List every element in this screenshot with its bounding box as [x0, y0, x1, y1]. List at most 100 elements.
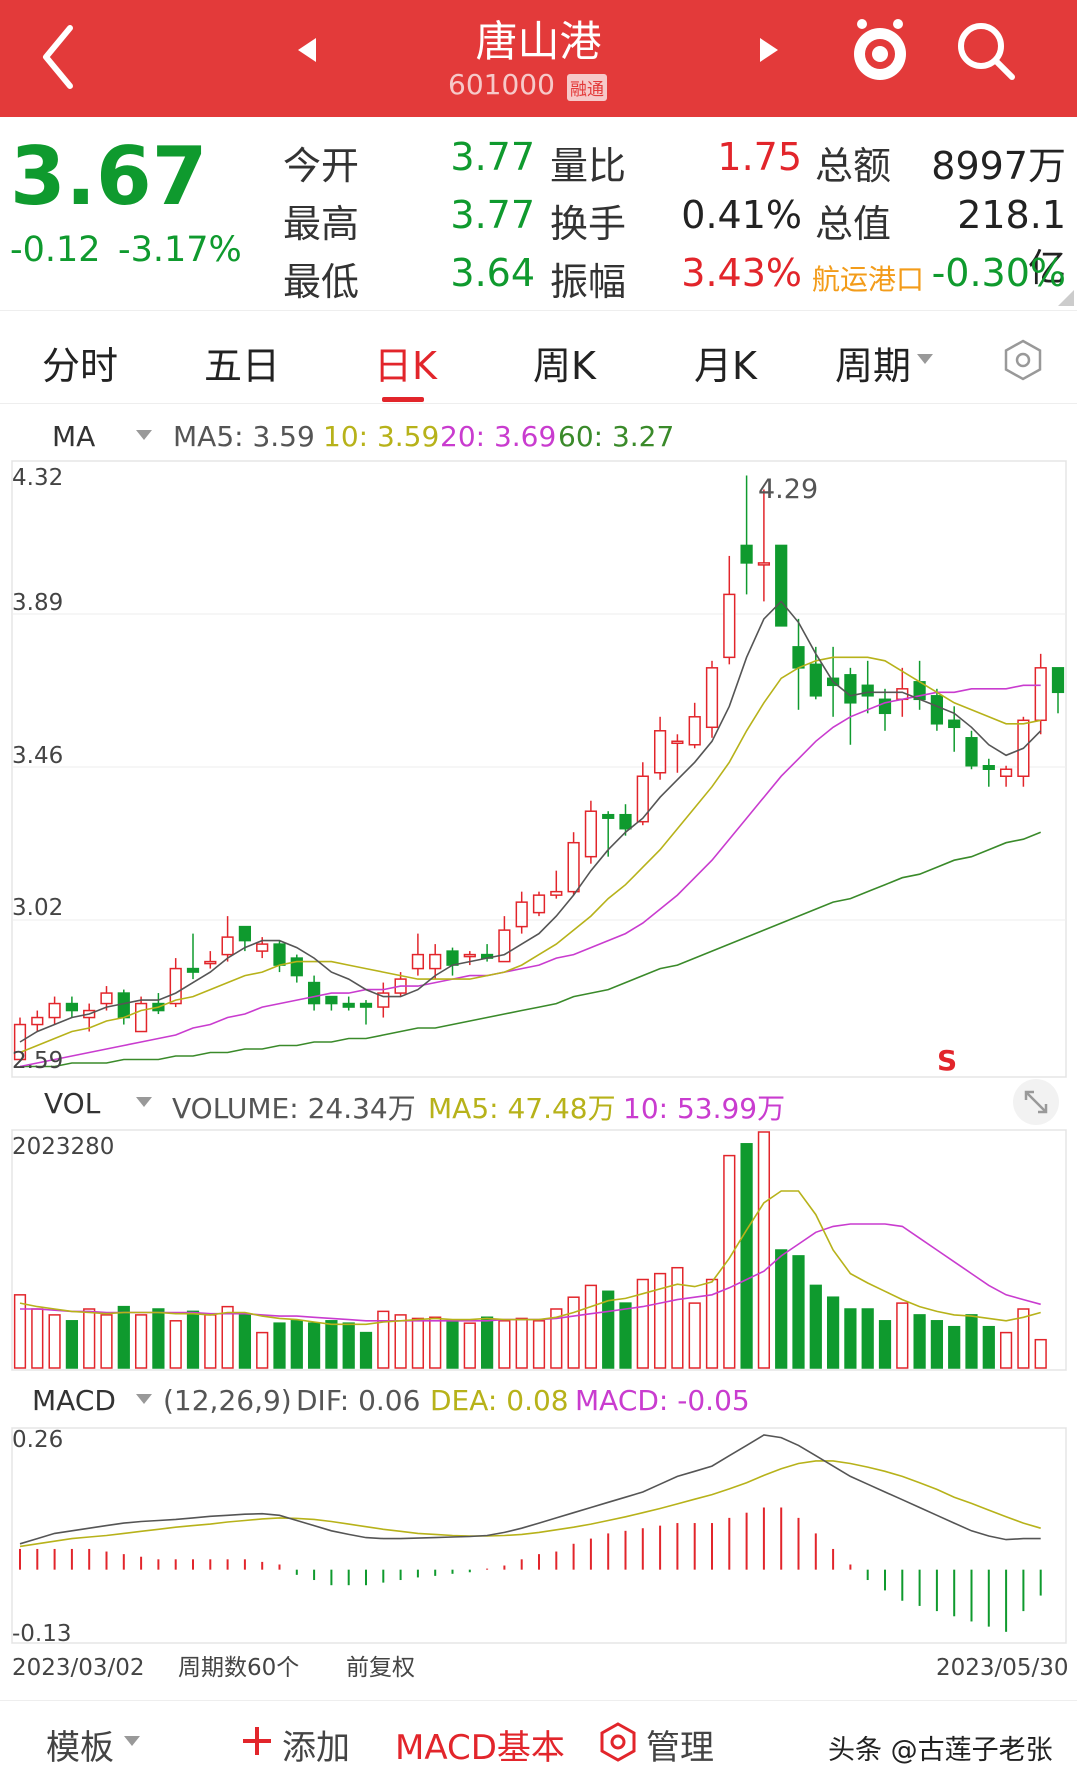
date-start-label: 2023/03/02 — [12, 1655, 145, 1681]
volume-bar — [550, 1308, 563, 1369]
candle-body — [550, 890, 563, 896]
stock-name: 唐山港 — [475, 17, 602, 66]
divider — [0, 403, 1077, 404]
stat-label-market-cap: 总值 — [815, 202, 892, 246]
candle-body — [999, 768, 1013, 777]
stock-code: 601000 — [448, 68, 555, 101]
manage-icon[interactable] — [598, 1722, 638, 1762]
watermark: 头条 @古莲子老张 — [828, 1735, 1053, 1766]
volume-bar — [653, 1272, 667, 1369]
volume-bar — [273, 1322, 286, 1369]
vol-indicator-name[interactable]: VOL — [44, 1087, 101, 1120]
period-dropdown-icon[interactable] — [915, 352, 935, 366]
macd-panel — [11, 1427, 1067, 1644]
candle-body — [809, 663, 822, 697]
volume-bar — [792, 1255, 805, 1369]
candle-body — [498, 929, 511, 963]
settings-hexagon-icon[interactable] — [1001, 338, 1045, 382]
expand-icon[interactable] — [1012, 1078, 1060, 1126]
volume-bar — [896, 1302, 909, 1369]
candle-body — [653, 730, 667, 774]
volume-bar — [65, 1320, 79, 1369]
ma-indicator-name[interactable]: MA — [52, 420, 96, 453]
volume-max-label: 2023280 — [12, 1134, 114, 1160]
ma5-value: MA5: 3.59 — [173, 420, 315, 453]
tab-weekly-k[interactable]: 周K — [533, 344, 596, 388]
kline-chart[interactable]: 4.32 3.89 3.46 3.02 2.59 4.29 S 2023280 … — [0, 455, 1077, 1695]
high-price-label: 4.29 — [758, 474, 818, 505]
kline-panel — [11, 460, 1067, 1078]
candle-body — [31, 1016, 44, 1026]
candle-body — [705, 667, 719, 729]
vol-dropdown-icon[interactable] — [134, 1095, 154, 1109]
candle-body — [861, 684, 874, 697]
tab-period[interactable]: 周期 — [835, 344, 912, 388]
candle-body — [671, 740, 684, 745]
ma10-value: 10: 3.59 — [323, 420, 440, 453]
sector-link[interactable]: 航运港口 — [812, 263, 925, 296]
macd-basic-button[interactable]: MACD基本 — [395, 1728, 565, 1768]
volume-ma10-line — [20, 1223, 1041, 1322]
macd-indicator-name[interactable]: MACD — [32, 1384, 116, 1417]
template-button[interactable]: 模板 — [46, 1728, 114, 1768]
volume-bar — [878, 1320, 892, 1369]
ma20-value: 20: 3.69 — [440, 420, 557, 453]
candle-body — [307, 981, 321, 1005]
volume-bar — [204, 1314, 217, 1369]
candle-body — [740, 544, 753, 564]
macd-max-label: 0.26 — [12, 1427, 63, 1453]
volume-bar — [100, 1314, 113, 1369]
prev-stock-icon[interactable] — [296, 36, 318, 64]
volume-bar — [31, 1308, 44, 1369]
vol-ma5-value: MA5: 47.48万 — [428, 1092, 616, 1125]
ma5-line — [19, 600, 1042, 1043]
volume-bar — [671, 1266, 684, 1369]
ma-dropdown-icon[interactable] — [134, 428, 154, 442]
price-tick-4: 3.02 — [12, 895, 63, 921]
volume-bar — [186, 1310, 200, 1369]
volume-bar — [377, 1310, 390, 1369]
candle-body — [359, 1002, 373, 1008]
add-indicator-button[interactable]: 添加 — [282, 1728, 350, 1768]
candle-body — [775, 544, 788, 627]
candle-body — [757, 562, 771, 566]
period-count-label: 周期数60个 — [178, 1655, 299, 1681]
back-arrow-icon[interactable] — [38, 22, 78, 92]
candle-body — [463, 953, 476, 958]
next-stock-icon[interactable] — [758, 36, 780, 64]
tab-daily-k[interactable]: 日K — [374, 344, 437, 388]
add-icon[interactable] — [240, 1724, 274, 1758]
stat-label-open: 今开 — [283, 144, 360, 188]
adjust-mode-label: 前复权 — [346, 1655, 415, 1681]
candle-body — [65, 1002, 79, 1012]
volume-bar — [584, 1284, 598, 1369]
volume-bar — [169, 1320, 182, 1369]
ma10-line — [19, 656, 1041, 1054]
volume-bar — [411, 1317, 425, 1369]
date-end-label: 2023/05/30 — [936, 1655, 1069, 1681]
candle-body — [532, 894, 546, 914]
volume-bar — [256, 1331, 269, 1369]
mascot-icon[interactable] — [848, 14, 912, 86]
volume-bar — [688, 1302, 701, 1369]
volume-bars-group — [13, 1131, 1047, 1369]
ma60-line — [20, 831, 1042, 1068]
volume-bar — [567, 1296, 580, 1369]
volume-bar — [602, 1290, 615, 1369]
tab-intraday[interactable]: 分时 — [42, 344, 119, 388]
tab-monthly-k[interactable]: 月K — [694, 344, 757, 388]
ma60-value: 60: 3.27 — [558, 420, 675, 453]
search-icon[interactable] — [955, 20, 1017, 82]
manage-button[interactable]: 管理 — [646, 1728, 714, 1768]
candle-body — [325, 995, 338, 1005]
volume-bar — [359, 1331, 373, 1369]
volume-bar — [844, 1308, 857, 1369]
macd-min-label: -0.13 — [12, 1621, 72, 1647]
stat-value-low: 3.64 — [450, 251, 535, 295]
candle-body — [238, 925, 252, 942]
tab-five-day[interactable]: 五日 — [204, 344, 281, 388]
macd-dropdown-icon[interactable] — [134, 1392, 154, 1406]
volume-ma-lines-group — [19, 1190, 1041, 1326]
candle-body — [930, 695, 944, 725]
volume-bar — [463, 1322, 476, 1369]
